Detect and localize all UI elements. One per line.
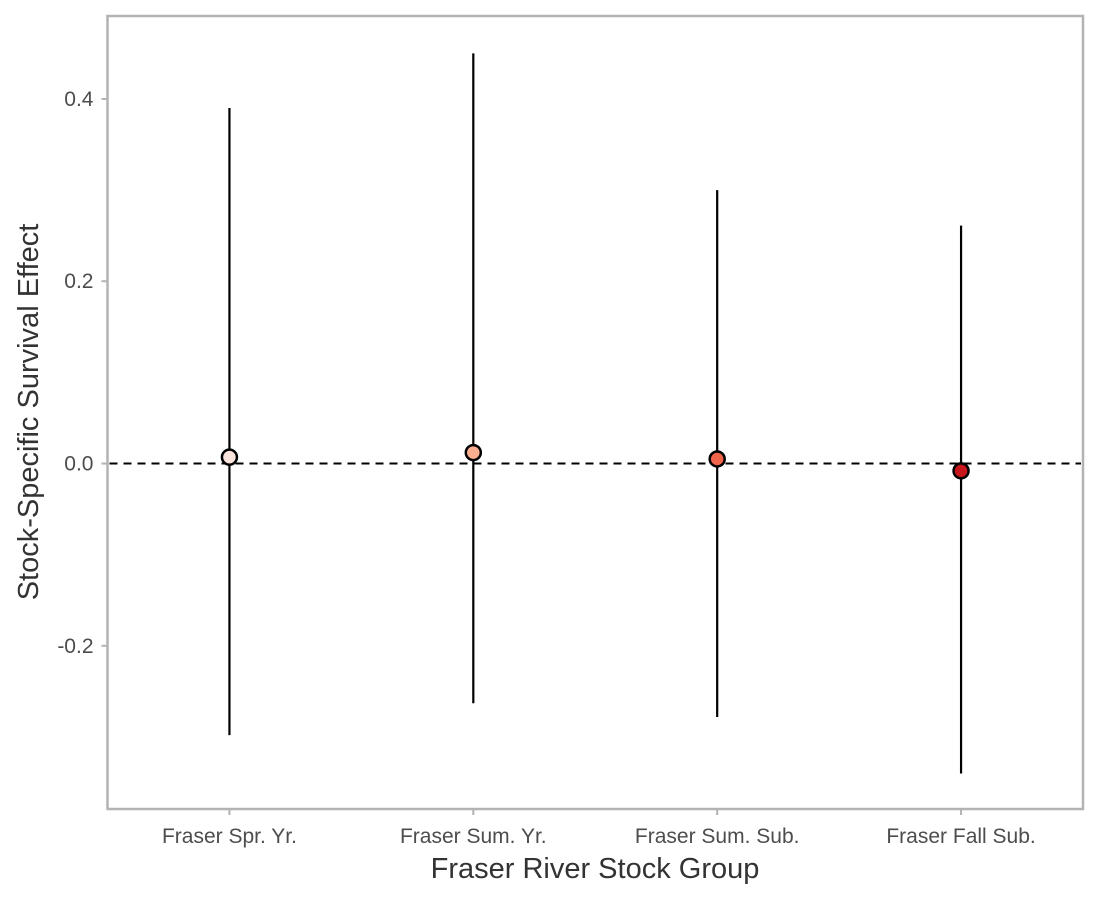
x-axis-title: Fraser River Stock Group: [431, 853, 760, 885]
y-axis: -0.2 0.0 0.2 0.4: [57, 88, 108, 658]
x-tick-label: Fraser Spr. Yr.: [162, 825, 297, 848]
x-tick-label: Fraser Fall Sub.: [886, 825, 1035, 848]
data-marks: [220, 53, 970, 774]
y-tick-label: -0.2: [57, 635, 93, 658]
y-tick-label: 0.0: [64, 453, 93, 476]
estimate-point: [708, 450, 726, 468]
y-tick-label: 0.2: [64, 270, 93, 293]
x-tick-label: Fraser Sum. Sub.: [635, 825, 800, 848]
estimate-point: [952, 462, 970, 480]
y-tick-label: 0.4: [64, 88, 94, 111]
x-axis: Fraser Spr. Yr. Fraser Sum. Yr. Fraser Sum…: [162, 809, 1036, 848]
estimate-point: [464, 443, 483, 462]
x-tick-label: Fraser Sum. Yr.: [400, 825, 547, 848]
y-axis-title: Stock-Specific Survival Effect: [13, 224, 45, 601]
estimate-point: [220, 448, 239, 466]
panel-border: [106, 14, 1085, 811]
